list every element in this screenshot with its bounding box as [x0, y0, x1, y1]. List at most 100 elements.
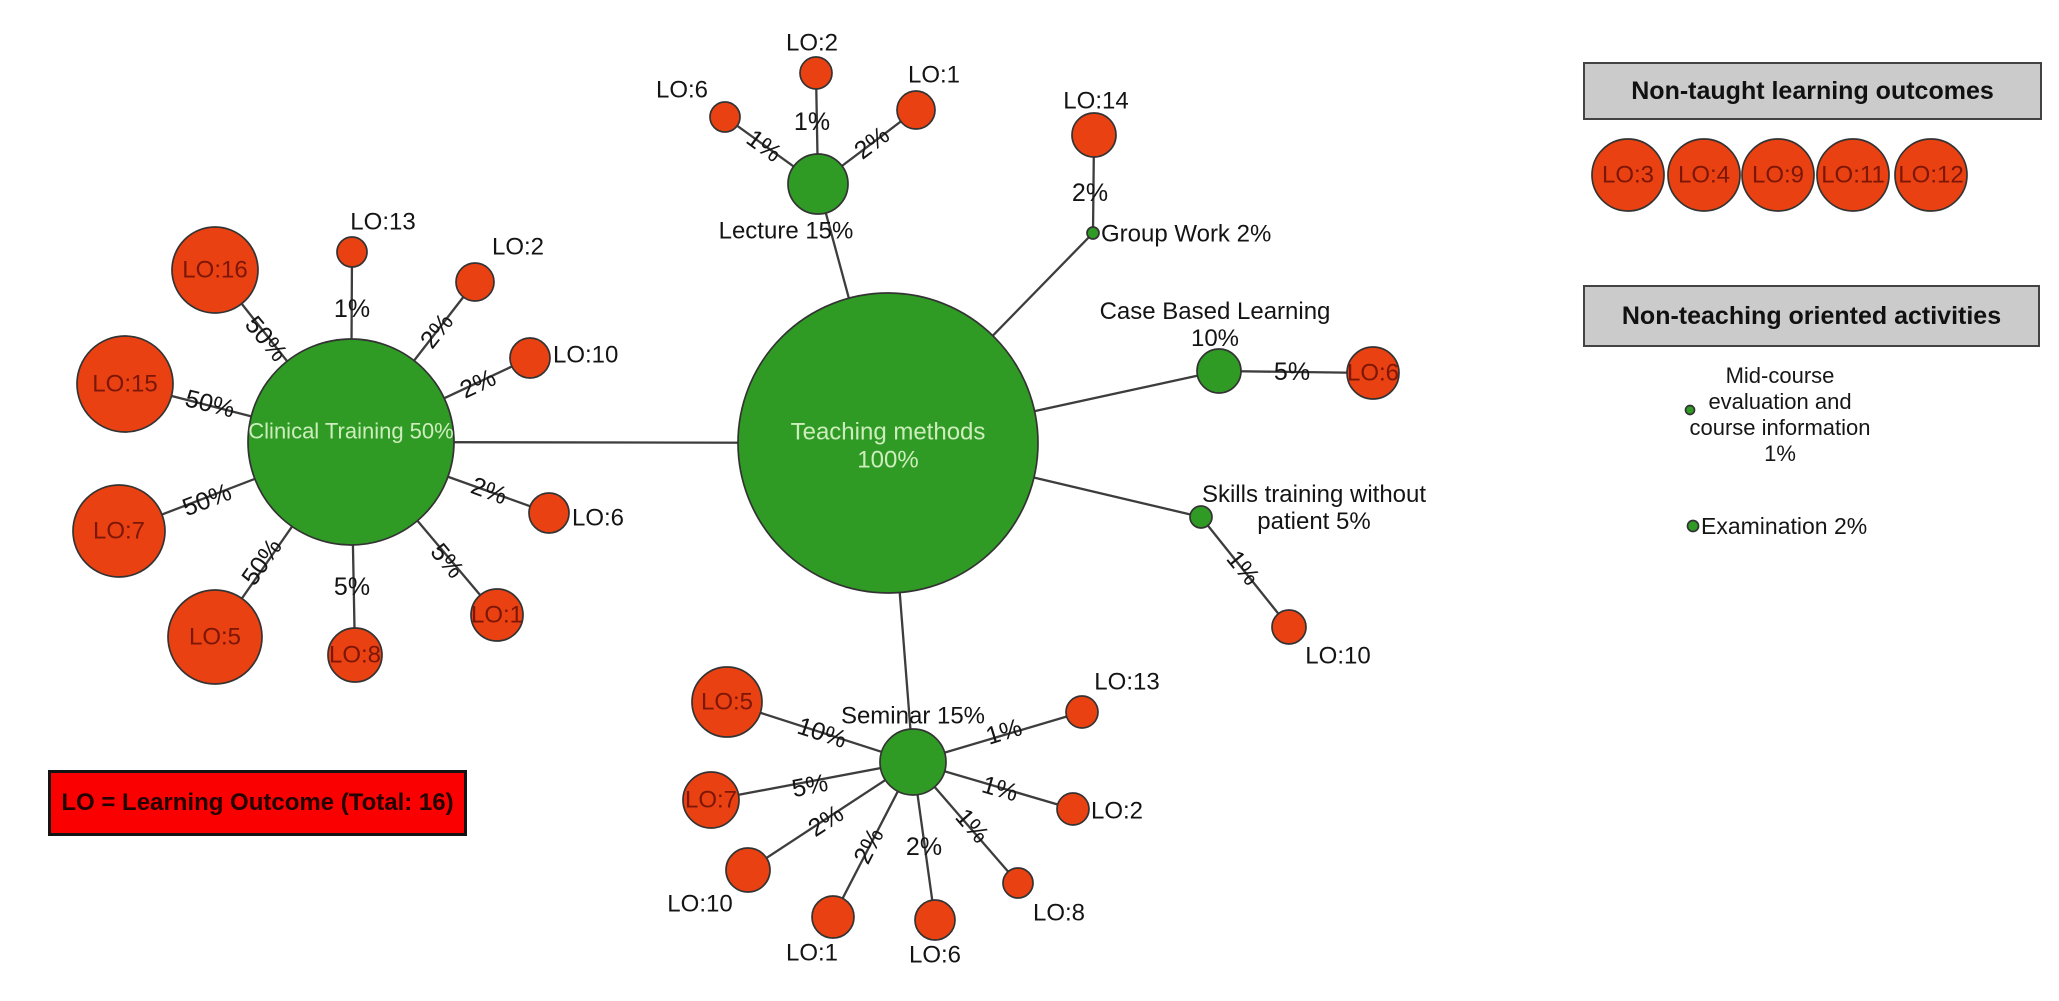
edge-label-lec-lo6: 1% — [741, 124, 787, 168]
node-sem-lo7 — [682, 771, 740, 829]
node-label-clinical-training: Clinical Training 50% — [248, 419, 453, 444]
edge-label-sem-lo7: 5% — [790, 769, 831, 803]
node-ct-lo1 — [470, 588, 524, 642]
examination-activity-label: Examination 2% — [1701, 514, 1867, 539]
examination-text: Examination 2% — [1701, 513, 1868, 539]
node-label-ct-lo6: LO:6 — [572, 505, 624, 532]
edge-label-cbl-lo6: 5% — [1274, 358, 1310, 386]
node-label-nt-lo9: LO:9 — [1752, 162, 1804, 189]
node-group-work — [1086, 226, 1100, 240]
edge-label-ct-lo6: 2% — [467, 472, 511, 511]
edge-label-sem-lo10: 2% — [803, 799, 849, 842]
node-label-ct-lo8: LO:8 — [329, 642, 381, 669]
node-skills-training — [1189, 505, 1213, 529]
node-nt-lo3 — [1591, 138, 1665, 212]
node-nt-lo11 — [1816, 138, 1890, 212]
node-ct-lo8 — [327, 627, 383, 683]
node-label-ct-lo13: LO:13 — [350, 209, 415, 236]
edge-label-ct-lo7: 50% — [179, 478, 236, 522]
node-label-nt-lo12: LO:12 — [1898, 162, 1963, 189]
edge-label-st-lo10: 1% — [1221, 545, 1266, 591]
node-ct-lo16 — [171, 226, 259, 314]
node-label-lecture: Lecture 15% — [719, 218, 854, 245]
edge-label-sem-lo1: 2% — [848, 824, 889, 869]
node-examination-dot — [1686, 519, 1700, 533]
node-label-skills-training-2: patient 5% — [1257, 508, 1370, 535]
node-label-seminar: Seminar 15% — [841, 703, 985, 730]
edge-label-ct-lo13: 1% — [334, 295, 370, 323]
node-label-ct-lo15: LO:15 — [92, 371, 157, 398]
legend-box: LO = Learning Outcome (Total: 16) — [48, 770, 467, 836]
edge-label-sem-lo8: 1% — [950, 803, 995, 849]
node-label-ct-lo10: LO:10 — [553, 342, 618, 369]
node-label-ct-lo7: LO:7 — [93, 518, 145, 545]
node-case-based-learning — [1196, 348, 1242, 394]
edge-sem-lo7 — [710, 760, 914, 802]
node-label-ct-lo5: LO:5 — [189, 624, 241, 651]
node-label-sem-lo5: LO:5 — [701, 689, 753, 716]
node-ct-lo13 — [336, 236, 368, 268]
node-sem-lo10 — [725, 847, 771, 893]
node-ct-lo6 — [528, 492, 570, 534]
node-label-nt-lo4: LO:4 — [1678, 162, 1730, 189]
node-lecture-lo6 — [709, 101, 741, 133]
node-label-teaching-methods-1: Teaching methods — [791, 419, 986, 446]
midcourse-line-4: 1% — [1764, 441, 1796, 466]
node-nt-lo4 — [1667, 138, 1741, 212]
node-nt-lo12 — [1894, 138, 1968, 212]
non-taught-panel-title: Non-taught learning outcomes — [1631, 76, 1994, 105]
node-label-skills-lo10: LO:10 — [1305, 643, 1370, 670]
node-ct-lo2 — [455, 262, 495, 302]
node-midcourse-dot — [1684, 404, 1696, 416]
node-sem-lo6 — [914, 899, 956, 941]
node-label-skills-training-1: Skills training without — [1202, 481, 1426, 508]
node-clinical-training — [247, 338, 455, 546]
node-ct-lo5 — [167, 589, 263, 685]
node-label-ct-lo2: LO:2 — [492, 234, 544, 261]
edge-label-lec-lo2: 1% — [794, 108, 830, 136]
node-label-sem-lo1: LO:1 — [786, 940, 838, 967]
node-label-sem-lo8: LO:8 — [1033, 900, 1085, 927]
node-cbl-lo6 — [1346, 346, 1400, 400]
node-label-sem-lo10: LO:10 — [667, 891, 732, 918]
edge-label-ct-lo2: 2% — [415, 308, 459, 354]
edge-label-ct-lo8: 5% — [334, 573, 370, 601]
legend-text: LO = Learning Outcome (Total: 16) — [61, 789, 454, 816]
node-ct-lo15 — [76, 335, 174, 433]
node-lecture-lo1 — [896, 90, 936, 130]
node-label-ct-lo16: LO:16 — [182, 257, 247, 284]
edge-label-sem-lo13: 1% — [983, 713, 1026, 750]
node-label-lecture-lo1: LO:1 — [908, 62, 960, 89]
node-teaching-methods — [737, 292, 1039, 594]
node-label-sem-lo13: LO:13 — [1094, 669, 1159, 696]
node-seminar — [879, 728, 947, 796]
non-taught-panel-header: Non-taught learning outcomes — [1583, 62, 2042, 120]
edge-st-lo10 — [1200, 516, 1290, 628]
edge-label-ct-lo10: 2% — [456, 364, 501, 405]
node-lecture-lo2 — [799, 56, 833, 90]
edge-label-gw-lo14: 2% — [1072, 179, 1108, 207]
midcourse-activity-label: Mid-course evaluation and course informa… — [1650, 363, 1910, 467]
node-nt-lo9 — [1741, 138, 1815, 212]
node-sem-lo2 — [1056, 792, 1090, 826]
node-lo14 — [1071, 112, 1117, 158]
node-lecture — [787, 153, 849, 215]
node-label-sem-lo6: LO:6 — [909, 942, 961, 969]
node-label-ct-lo1: LO:1 — [471, 602, 523, 629]
node-skills-lo10 — [1271, 609, 1307, 645]
edge-label-lec-lo1: 2% — [849, 121, 895, 165]
midcourse-line-1: Mid-course — [1725, 363, 1835, 388]
midcourse-line-2: evaluation and — [1708, 389, 1852, 414]
node-label-cbl-lo6: LO:6 — [1347, 360, 1399, 387]
non-teaching-panel-header: Non-teaching oriented activities — [1583, 285, 2040, 347]
node-ct-lo7 — [72, 484, 166, 578]
node-label-case-based-learning-1: Case Based Learning — [1100, 298, 1331, 325]
node-label-lo14: LO:14 — [1063, 88, 1128, 115]
node-label-sem-lo2: LO:2 — [1091, 798, 1143, 825]
node-sem-lo5 — [691, 666, 763, 738]
node-sem-lo8 — [1002, 867, 1034, 899]
node-label-teaching-methods-2: 100% — [857, 447, 918, 474]
node-label-nt-lo11: LO:11 — [1821, 162, 1885, 189]
